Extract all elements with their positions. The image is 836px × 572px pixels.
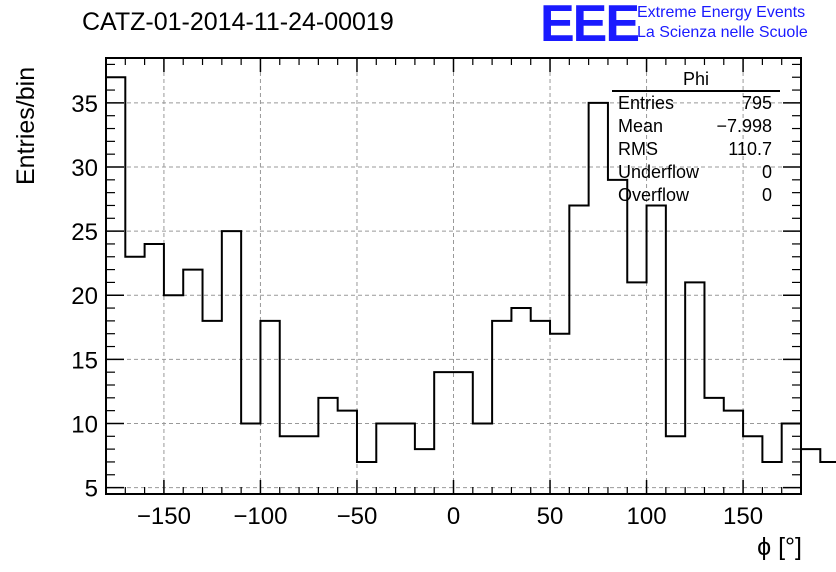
stats-label: Mean [618,116,664,136]
plot-title: CATZ-01-2014-11-24-00019 [82,8,394,36]
x-tick-label: 150 [723,503,763,530]
y-tick-labels: 5 10 15 20 25 30 35 [71,91,98,503]
y-axis-ticks [106,63,801,489]
y-tick-label: 20 [71,283,98,310]
stats-row-underflow: Underflow 0 [612,161,780,184]
stats-label: Overflow [618,185,690,205]
stats-value: −7.998 [716,116,772,136]
stats-row-overflow: Overflow 0 [612,184,780,207]
eee-logo: EEE [540,0,640,53]
x-tick-label: 100 [627,503,667,530]
x-tick-label: −150 [137,503,191,530]
x-tick-label: 0 [447,503,460,530]
stats-label: RMS [618,139,658,159]
stats-row-entries: Entries 795 [612,92,780,115]
stats-box: Phi Entries 795 Mean −7.998 RMS 110.7 Un… [612,68,780,207]
stats-value: 0 [761,185,772,205]
logo-line-2: La Scienza nelle Scuole [637,24,808,41]
stats-value: 0 [761,162,772,182]
x-tick-label: −50 [337,503,378,530]
x-tick-labels: −150 −100 −50 0 50 100 150 [137,503,763,530]
histogram-series [105,76,836,494]
y-tick-label: 5 [85,476,98,503]
x-axis-label: ϕ [°] [757,533,802,561]
stats-row-mean: Mean −7.998 [612,115,780,138]
logo-line-1: Extreme Energy Events [637,4,806,21]
y-axis-label-box: Entries/bin [4,67,44,185]
y-tick-label: 10 [71,411,98,438]
stats-label: Underflow [618,162,700,182]
stats-row-rms: RMS 110.7 [612,138,780,161]
y-tick-label: 15 [71,347,98,374]
stats-label: Entries [618,93,675,113]
y-tick-label: 25 [71,219,98,246]
y-tick-label: 30 [71,155,98,182]
x-tick-label: −100 [233,503,287,530]
y-tick-label: 35 [71,91,98,118]
stats-title: Phi [612,68,780,92]
x-tick-label: 50 [537,503,564,530]
stats-value: 110.7 [728,139,772,159]
plot-frame [105,57,802,495]
stats-value: 795 [741,93,772,113]
y-axis-label: Entries/bin [12,66,40,185]
